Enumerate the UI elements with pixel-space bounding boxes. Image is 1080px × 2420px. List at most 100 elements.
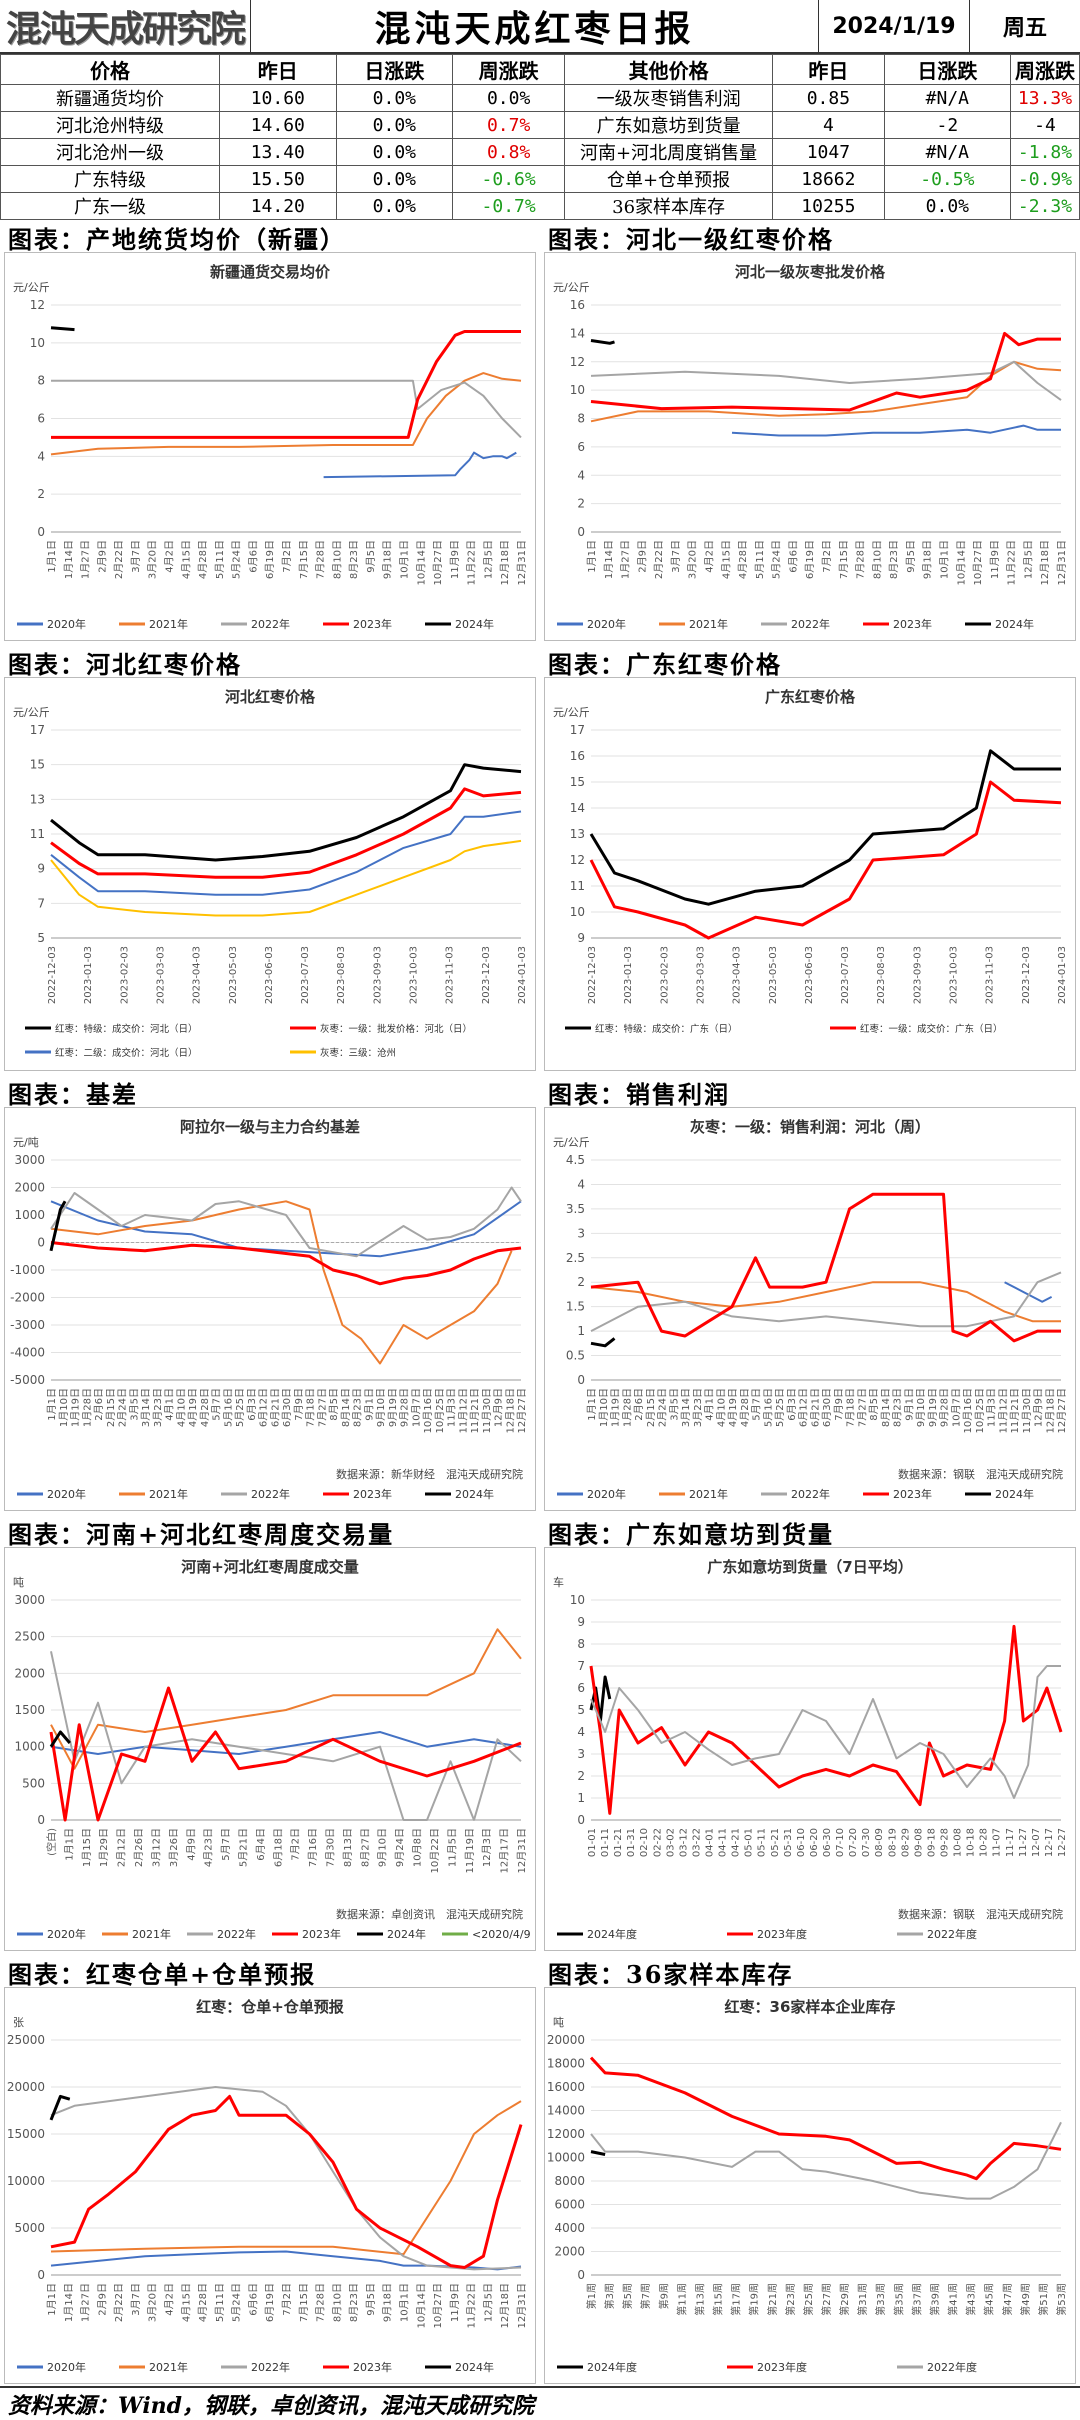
x-tick-label: 3月20日 <box>687 540 699 579</box>
x-tick-label: 6月3日 <box>786 1388 798 1421</box>
series-line <box>50 372 522 456</box>
row-week2: -0.9% <box>1010 165 1080 193</box>
chart-panel: 红枣：仓单+仓单预报张 0 5000 10000 15000 20000 25000 1月1日… <box>4 1987 536 2384</box>
x-tick-label: 7月15日 <box>298 540 310 579</box>
x-tick-label: 8月13日 <box>342 1828 354 1867</box>
x-tick-label: 3月20日 <box>147 540 159 579</box>
x-tick-label: 1月10日 <box>58 1388 70 1427</box>
row-name2: 河南+河北周度销售量 <box>564 138 774 166</box>
legend-entry: 2021年 <box>149 2360 188 2374</box>
y-tick-label: 1000 <box>14 1208 45 1222</box>
y-tick-label: 4000 <box>554 2221 585 2235</box>
series-line <box>1004 1281 1053 1303</box>
section-title: 图表：河北红枣价格 <box>8 650 242 679</box>
y-tick-label: 15 <box>570 775 585 789</box>
series-line <box>50 1628 522 1770</box>
x-tick-label: 01-31 <box>626 1828 637 1857</box>
x-tick-label: 3月5日 <box>668 1388 680 1421</box>
x-tick-label: 9月19日 <box>927 1388 939 1427</box>
series-line <box>590 1665 1061 1799</box>
x-tick-label: 10月7日 <box>950 1388 962 1427</box>
y-tick-label: 8 <box>577 412 585 426</box>
x-tick-label: 07-30 <box>861 1828 872 1857</box>
x-tick-label: 11月9日 <box>989 540 1001 579</box>
x-tick-label: 7月15日 <box>838 540 850 579</box>
legend-entry: 2024年度 <box>587 1927 637 1941</box>
x-tick-label: 11月21日 <box>469 1388 481 1433</box>
x-tick-label: 3月5日 <box>128 1388 140 1421</box>
x-tick-label: 1月28日 <box>621 1388 633 1427</box>
row-week: 0.0% <box>452 84 566 112</box>
legend-entry: 2020年 <box>587 1487 626 1501</box>
x-tick-label: 6月30日 <box>281 1388 293 1427</box>
y-tick-label: 3 <box>577 1747 585 1761</box>
chart-title: 广东红枣价格 <box>765 688 856 706</box>
chart-panel: 红枣：36家样本企业库存吨 0 2000 4000 6000 8000 10000 12000… <box>544 1987 1076 2384</box>
row-name2: 36家样本库存 <box>564 192 774 220</box>
legend-entry: 2022年度 <box>927 2360 977 2374</box>
section-title: 图表：河南+河北红枣周度交易量 <box>8 1520 395 1549</box>
col-header: 昨日 <box>219 54 337 85</box>
x-tick-label: 10月14日 <box>415 540 427 585</box>
x-tick-label: 第3周 <box>603 2283 616 2309</box>
series-line <box>50 810 522 896</box>
x-tick-label: 2023-11-03 <box>985 946 996 1004</box>
x-tick-label: 11月3日 <box>446 1388 458 1427</box>
series-line <box>51 379 522 439</box>
y-tick-label: 8000 <box>554 2174 585 2188</box>
y-tick-label: 13 <box>30 792 45 806</box>
row-week2: -2.3% <box>1010 192 1080 220</box>
series-line <box>590 1271 1062 1332</box>
table-row: 河北沧州特级 14.60 0.0% 0.7% 广东如意坊到货量 4 -2 -4 <box>0 111 1080 139</box>
series-line <box>50 2094 523 2269</box>
x-tick-label: 2023-05-03 <box>228 946 239 1004</box>
col-header: 其他价格 <box>564 54 774 85</box>
logo: 混沌天成研究院 <box>0 0 251 52</box>
x-tick-label: 10月27日 <box>432 540 444 585</box>
x-tick-label: 第39周 <box>928 2283 941 2316</box>
y-tick-label: 15 <box>30 758 45 772</box>
x-tick-label: 06-10 <box>796 1828 807 1857</box>
x-tick-label: 2月9日 <box>96 540 108 573</box>
x-tick-label: 12月31日 <box>516 2283 528 2328</box>
x-tick-label: 4月28日 <box>197 2283 209 2322</box>
x-tick-label: 4月2日 <box>704 540 716 573</box>
x-tick-label: 第25周 <box>802 2283 815 2316</box>
x-tick-label: 7月2日 <box>821 540 833 573</box>
x-tick-label: 1月19日 <box>610 1388 622 1427</box>
x-tick-label: 12月18日 <box>504 1388 516 1433</box>
x-tick-label: 1月1日 <box>46 2283 58 2316</box>
y-tick-label: 2 <box>577 1275 585 1289</box>
legend-entry: 2021年 <box>149 617 188 631</box>
x-tick-label: 11月9日 <box>449 540 461 579</box>
row-name: 广东特级 <box>0 165 221 193</box>
x-tick-label: 第41周 <box>947 2283 960 2316</box>
row-name: 广东一级 <box>0 192 221 220</box>
x-tick-label: 第23周 <box>784 2283 797 2316</box>
y-tick-label: 12 <box>570 853 585 867</box>
x-tick-label: 2月9日 <box>96 2283 108 2316</box>
x-tick-label: 9月5日 <box>365 540 377 573</box>
x-tick-label: 10-28 <box>979 1828 990 1857</box>
x-tick-label: 12月27日 <box>1056 1388 1068 1433</box>
legend-entry: 2023年 <box>353 617 392 631</box>
x-tick-label: 11月22日 <box>1006 540 1018 585</box>
y-tick-label: 11 <box>30 827 45 841</box>
x-tick-label: 第9周 <box>657 2283 670 2309</box>
x-tick-label: 5月21日 <box>237 1828 249 1867</box>
section-title: 图表：基差 <box>8 1080 138 1109</box>
x-tick-label: 10月8日 <box>412 1828 424 1867</box>
legend-entry: 2021年 <box>132 1927 171 1941</box>
series-line <box>589 1624 1063 1815</box>
report-header: 混沌天成研究院 混沌天成红枣日报 2024/1/19 周五 <box>0 0 1080 54</box>
y-tick-label: 2 <box>577 1769 585 1783</box>
x-tick-label: 11月19日 <box>464 1828 476 1873</box>
x-tick-label: 4月1日 <box>704 1388 716 1421</box>
x-tick-label: 11月30日 <box>481 1388 493 1433</box>
y-tick-label: 6 <box>577 440 585 454</box>
legend-entry: 2024年 <box>455 2360 494 2374</box>
row-name2: 一级灰枣销售利润 <box>564 84 774 112</box>
series-line <box>50 1651 522 1821</box>
x-tick-label: 3月7日 <box>670 540 682 573</box>
